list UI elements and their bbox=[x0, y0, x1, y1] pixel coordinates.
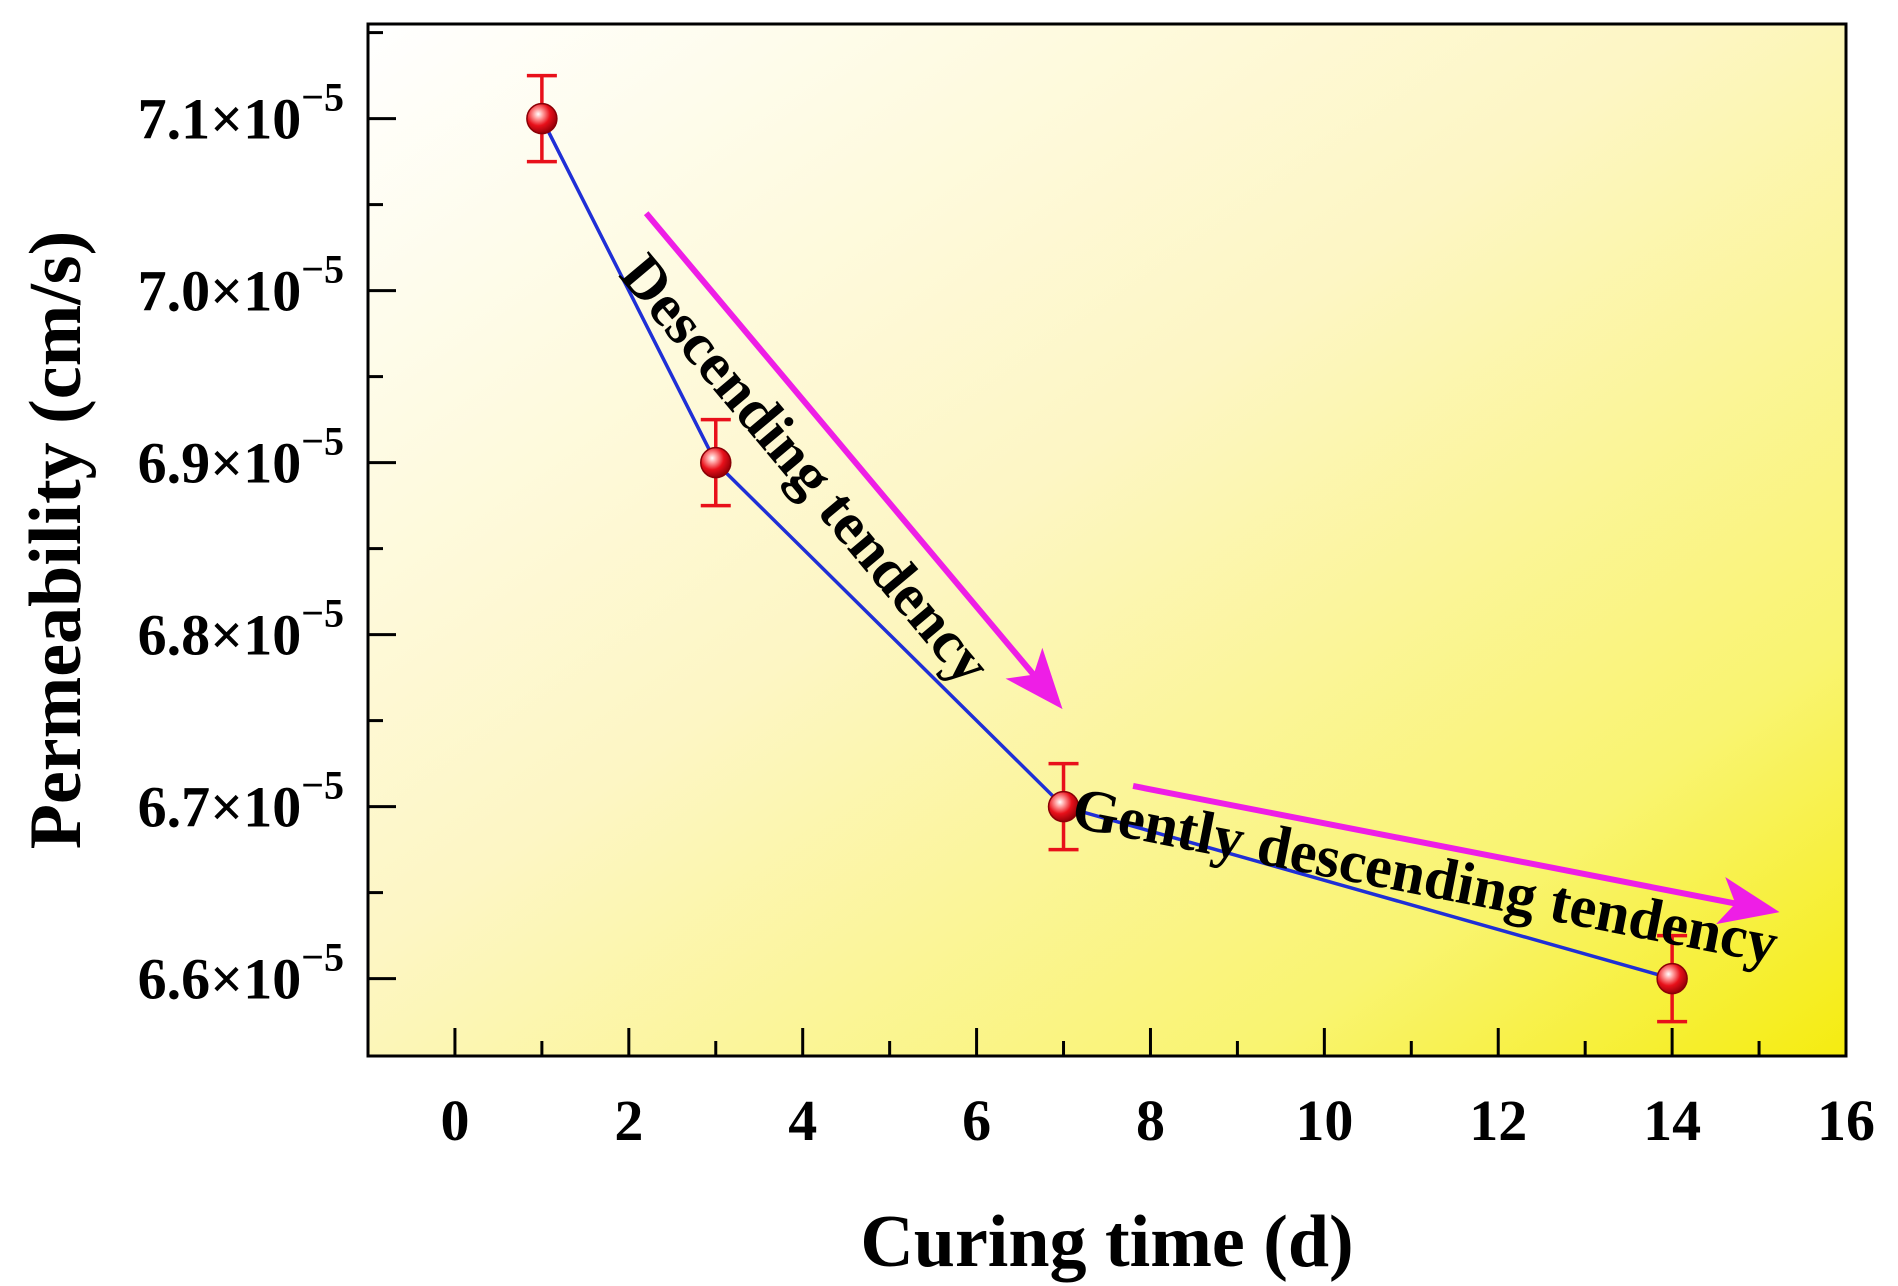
axis-ticks bbox=[366, 31, 1848, 1056]
data-point bbox=[700, 446, 732, 479]
data-point bbox=[526, 102, 558, 135]
x-axis-title: Curing time (d) bbox=[860, 1201, 1353, 1283]
plot-frame bbox=[366, 22, 1848, 1058]
y-tick-label: 6.9×10−5 bbox=[138, 419, 344, 496]
plot-area bbox=[368, 24, 1846, 1056]
annotation-arrow bbox=[643, 211, 1063, 710]
x-tick-label: 14 bbox=[1643, 1088, 1701, 1153]
y-tick-label: 7.0×10−5 bbox=[138, 247, 344, 324]
y-axis-title: Permeability (cm/s) bbox=[15, 231, 97, 850]
x-tick-label: 0 bbox=[440, 1088, 469, 1153]
annotation-arrow bbox=[1132, 783, 1780, 925]
axis-tick-labels: 0 2 4 6 8 10 12 14 16 6.6×10−5 6.7×10−5 6.8×10−5 6.9… bbox=[138, 75, 1875, 1153]
data-series bbox=[526, 73, 1688, 1024]
x-tick-label: 4 bbox=[788, 1088, 817, 1153]
data-point bbox=[1047, 790, 1080, 823]
y-tick-label: 6.8×10−5 bbox=[138, 591, 344, 668]
x-tick-label: 2 bbox=[614, 1088, 643, 1153]
x-tick-label: 12 bbox=[1469, 1088, 1527, 1153]
x-tick-label: 8 bbox=[1136, 1088, 1165, 1153]
y-tick-label: 6.7×10−5 bbox=[138, 763, 344, 840]
x-tick-label: 10 bbox=[1295, 1088, 1353, 1153]
y-tick-label: 6.6×10−5 bbox=[138, 935, 344, 1012]
data-point bbox=[1656, 962, 1688, 995]
series-line bbox=[540, 117, 1673, 981]
x-tick-label: 16 bbox=[1817, 1088, 1875, 1153]
y-tick-label: 7.1×10−5 bbox=[138, 75, 344, 152]
x-tick-label: 6 bbox=[962, 1088, 991, 1153]
